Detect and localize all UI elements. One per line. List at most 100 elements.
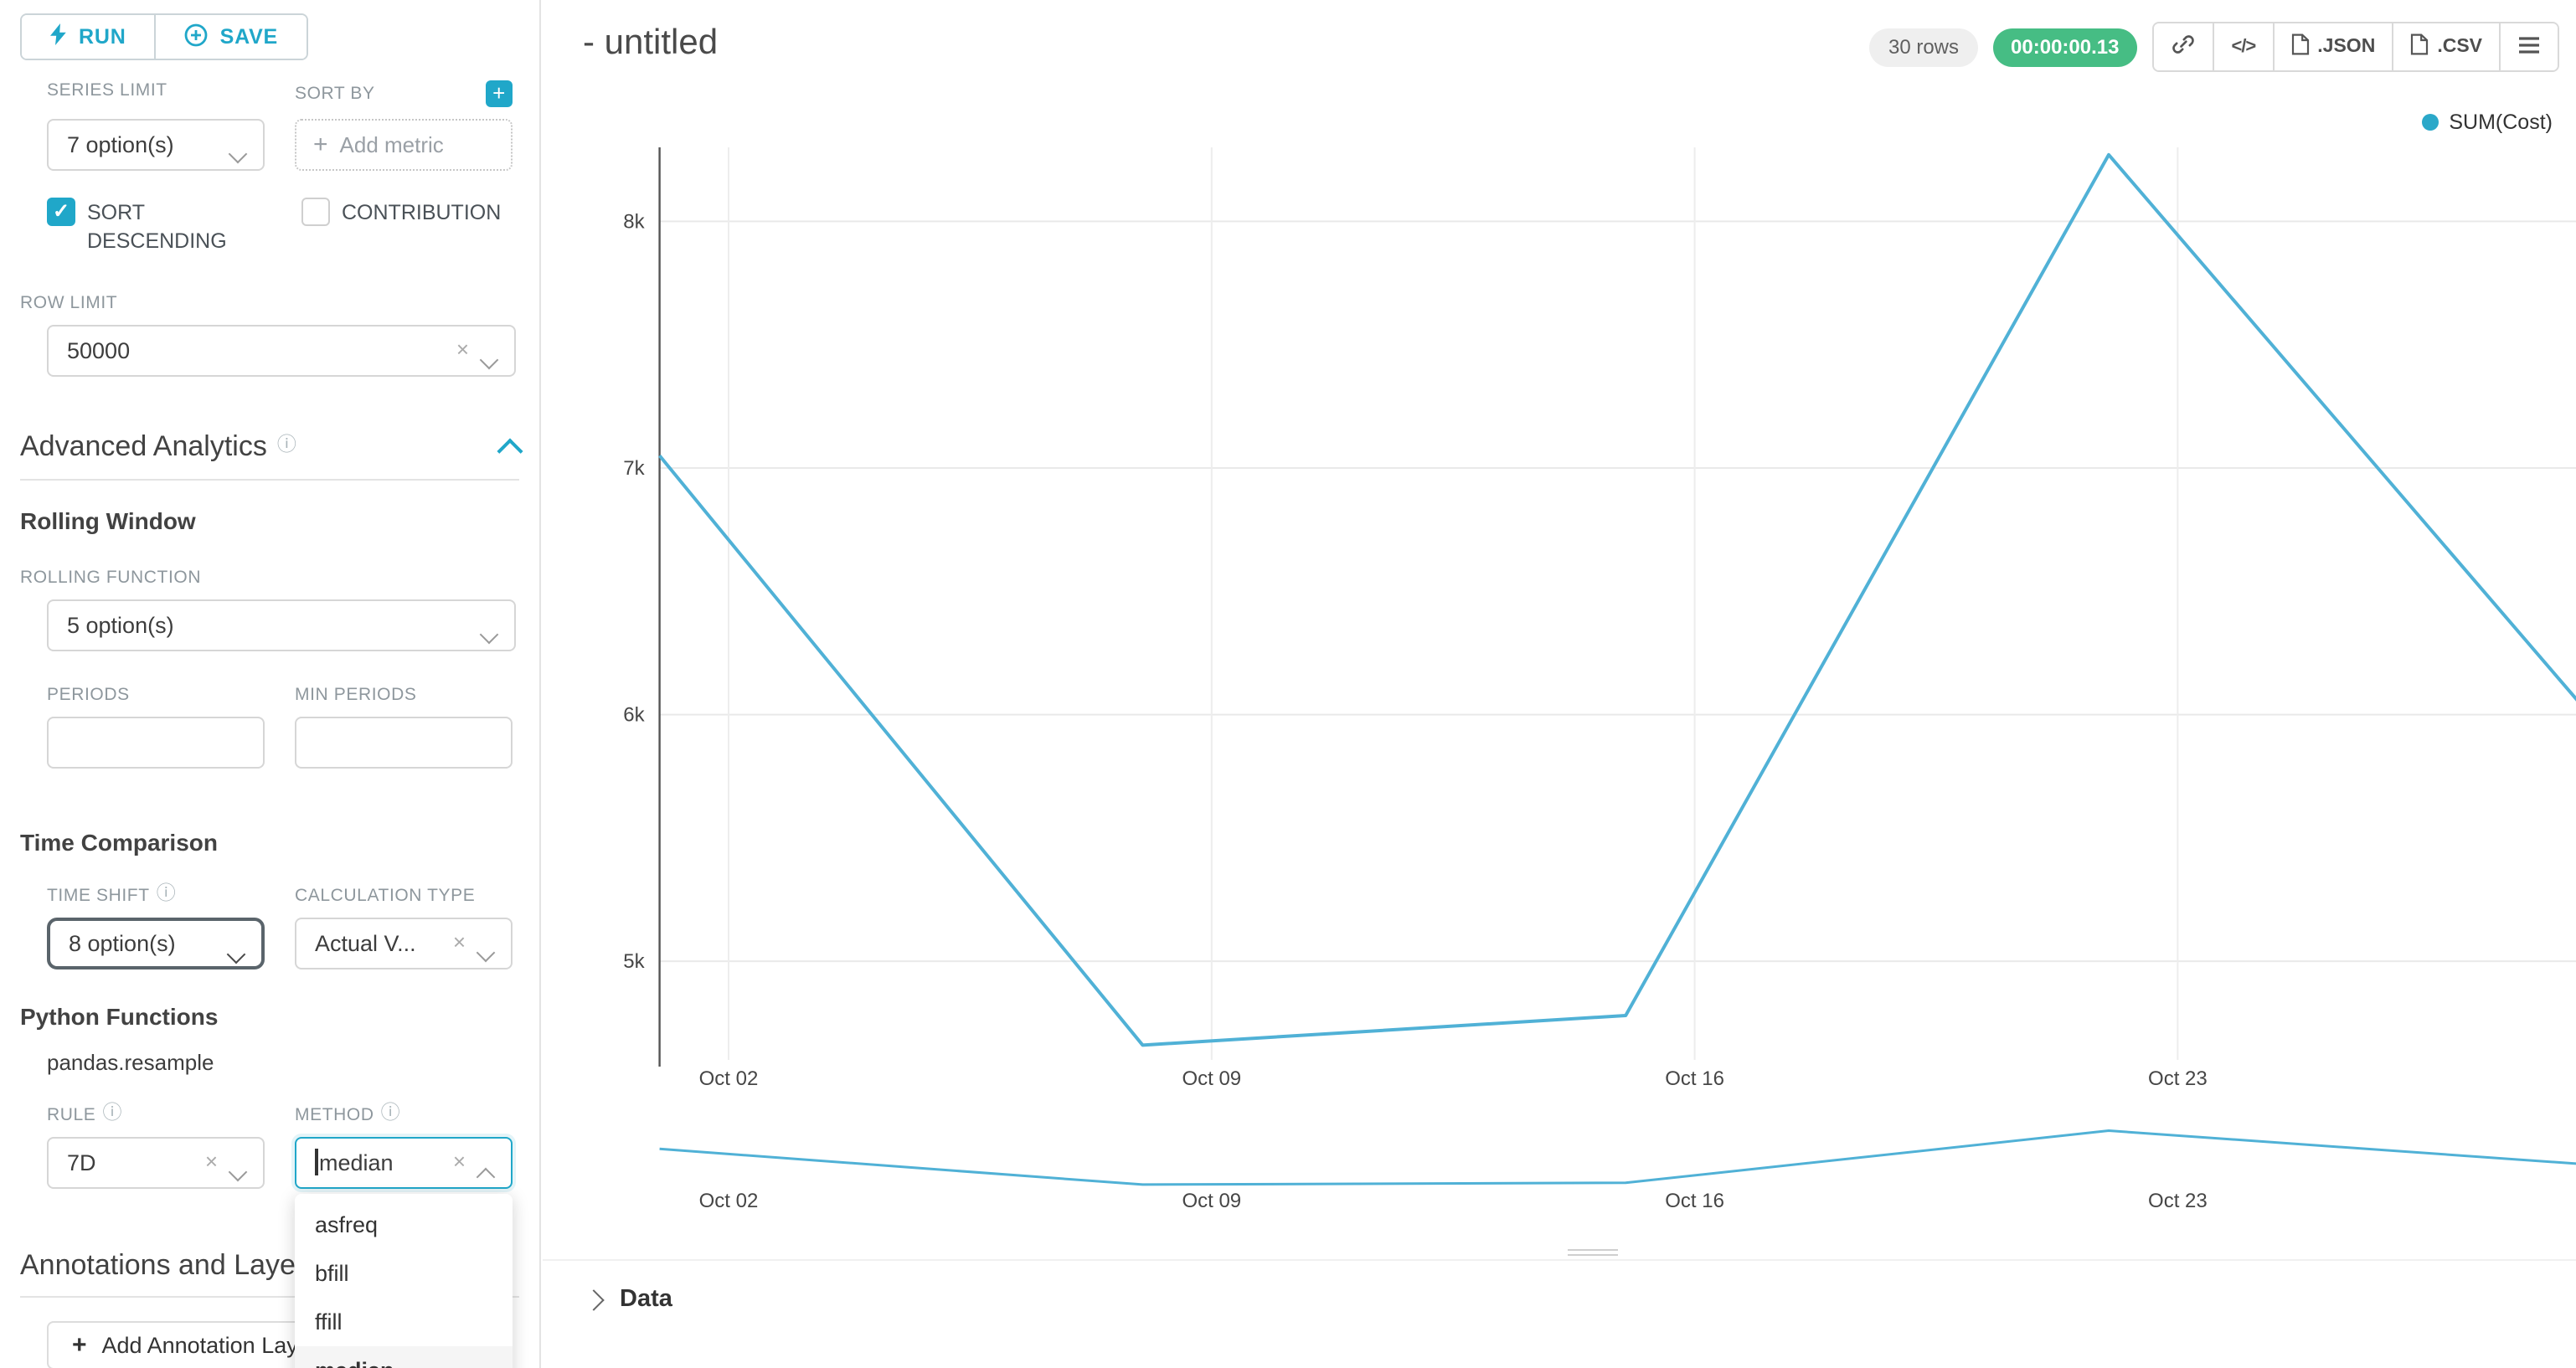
- periods-label: PERIODS: [47, 684, 130, 705]
- file-icon: [2410, 33, 2429, 60]
- chevron-up-icon[interactable]: [497, 438, 523, 465]
- contribution-checkbox[interactable]: [301, 198, 330, 226]
- lightning-icon: [50, 23, 67, 50]
- min-periods-input[interactable]: [295, 716, 513, 769]
- python-functions-title: Python Functions: [20, 1002, 219, 1030]
- chevron-down-icon: [476, 939, 496, 964]
- rule-value: 7D: [67, 1149, 96, 1175]
- save-button[interactable]: SAVE: [154, 15, 307, 59]
- code-icon: </>: [2231, 37, 2256, 57]
- chevron-down-icon: [226, 941, 246, 966]
- run-button[interactable]: RUN: [22, 15, 155, 59]
- pandas-resample-label: pandas.resample: [47, 1049, 214, 1075]
- add-annotation-layer-button[interactable]: + Add Annotation Layer: [47, 1320, 343, 1368]
- clear-icon[interactable]: ×: [452, 928, 466, 954]
- export-json-button[interactable]: .JSON: [2272, 23, 2393, 70]
- hamburger-icon: [2517, 34, 2541, 59]
- annotations-title: Annotations and Layers: [20, 1248, 320, 1281]
- save-button-label: SAVE: [219, 25, 279, 49]
- method-label: METHOD: [295, 1104, 374, 1125]
- divider: [20, 1295, 519, 1298]
- method-option[interactable]: bfill: [315, 1260, 349, 1286]
- svg-text:Oct 16: Oct 16: [1665, 1190, 1724, 1212]
- time-shift-value: 8 option(s): [69, 930, 176, 956]
- row-limit-value: 50000: [67, 337, 131, 363]
- calculation-type-select[interactable]: Actual V... ×: [295, 917, 513, 969]
- rolling-function-value: 5 option(s): [67, 612, 174, 638]
- chevron-right-icon: [583, 1288, 605, 1310]
- info-icon: ⓘ: [102, 1103, 123, 1124]
- control-panel-sidebar: RUN SAVE SERIES LIMIT SORT BY +: [0, 0, 541, 1368]
- time-shift-select[interactable]: 8 option(s): [47, 917, 265, 969]
- divider: [543, 1259, 2576, 1261]
- sort-by-label: SORT BY: [295, 84, 375, 104]
- panel-resize-handle[interactable]: [1568, 1244, 1618, 1257]
- series-limit-select[interactable]: 7 option(s): [47, 119, 265, 171]
- svg-text:Oct 16: Oct 16: [1665, 1067, 1724, 1090]
- svg-text:8k: 8k: [623, 210, 645, 233]
- chart-area: - untitled 30 rows 00:00:00.13 </> .JSON: [543, 0, 2576, 1368]
- clear-icon[interactable]: ×: [452, 1148, 466, 1174]
- data-panel-toggle[interactable]: Data: [583, 1286, 672, 1313]
- copy-link-button[interactable]: [2154, 23, 2213, 70]
- annotations-header[interactable]: Annotations and Layers: [20, 1249, 519, 1283]
- query-timer-badge: 00:00:00.13: [1992, 28, 2138, 66]
- chart-menu-button[interactable]: [2499, 23, 2558, 70]
- calculation-type-value: Actual V...: [315, 930, 416, 956]
- add-metric-placeholder: Add metric: [339, 132, 444, 157]
- method-select[interactable]: median ×: [295, 1136, 513, 1189]
- sort-descending-checkbox[interactable]: ✓: [47, 198, 75, 226]
- rolling-function-label: ROLLING FUNCTION: [20, 567, 202, 588]
- legend-dot: [2422, 114, 2439, 131]
- chevron-down-icon: [479, 347, 499, 372]
- method-option[interactable]: ffill: [315, 1309, 343, 1335]
- rolling-window-title: Rolling Window: [20, 507, 196, 534]
- svg-text:6k: 6k: [623, 704, 645, 727]
- add-metric-plus-icon[interactable]: +: [486, 80, 513, 107]
- json-button-label: .JSON: [2317, 37, 2376, 57]
- page-title: - untitled: [583, 23, 719, 62]
- link-icon: [2171, 32, 2196, 62]
- sort-by-add-metric[interactable]: + Add metric: [295, 119, 513, 171]
- chevron-up-icon: [476, 1159, 496, 1186]
- series-limit-value: 7 option(s): [67, 132, 174, 157]
- method-option[interactable]: asfreq: [315, 1211, 379, 1237]
- plus-icon: +: [72, 1330, 87, 1360]
- csv-button-label: .CSV: [2437, 37, 2482, 57]
- advanced-analytics-header[interactable]: Advanced Analytics ⓘ: [20, 430, 523, 465]
- legend-label: SUM(Cost): [2449, 111, 2553, 134]
- method-value: median: [319, 1149, 394, 1175]
- chart-legend[interactable]: SUM(Cost): [2422, 111, 2553, 134]
- file-icon: [2290, 33, 2309, 60]
- svg-text:Oct 23: Oct 23: [2148, 1067, 2208, 1090]
- min-periods-label: MIN PERIODS: [295, 684, 417, 705]
- text-cursor: [315, 1149, 317, 1176]
- run-button-label: RUN: [79, 25, 126, 49]
- data-panel-title: Data: [620, 1286, 672, 1313]
- method-option[interactable]: median: [295, 1345, 513, 1368]
- info-icon: ⓘ: [156, 884, 177, 904]
- embed-code-button[interactable]: </>: [2213, 23, 2273, 70]
- chevron-down-icon: [228, 1159, 248, 1184]
- chevron-down-icon: [479, 621, 499, 646]
- divider: [20, 478, 519, 481]
- rule-select[interactable]: 7D ×: [47, 1136, 265, 1189]
- svg-text:7k: 7k: [623, 457, 645, 480]
- export-csv-button[interactable]: .CSV: [2392, 23, 2499, 70]
- run-save-button-group: RUN SAVE: [20, 13, 309, 60]
- periods-input[interactable]: [47, 716, 265, 769]
- clear-icon[interactable]: ×: [204, 1148, 218, 1174]
- export-button-group: </> .JSON .CSV: [2152, 22, 2559, 72]
- row-limit-select[interactable]: 50000 ×: [47, 324, 516, 377]
- info-icon: ⓘ: [276, 435, 296, 455]
- rolling-function-select[interactable]: 5 option(s): [47, 599, 516, 651]
- chart-svg[interactable]: 8k 7k 6k 5k Oct 02 Oct 02 Oct 09 Oct 09 Oct 16 Oc…: [543, 0, 2576, 1239]
- time-shift-label: TIME SHIFT: [47, 885, 150, 906]
- svg-text:Oct 02: Oct 02: [699, 1067, 759, 1090]
- svg-text:Oct 23: Oct 23: [2148, 1190, 2208, 1212]
- method-options-panel: asfreq bfill ffill median: [295, 1193, 513, 1368]
- svg-text:Oct 09: Oct 09: [1182, 1067, 1241, 1090]
- clear-icon[interactable]: ×: [456, 336, 469, 362]
- svg-text:Oct 09: Oct 09: [1182, 1190, 1241, 1212]
